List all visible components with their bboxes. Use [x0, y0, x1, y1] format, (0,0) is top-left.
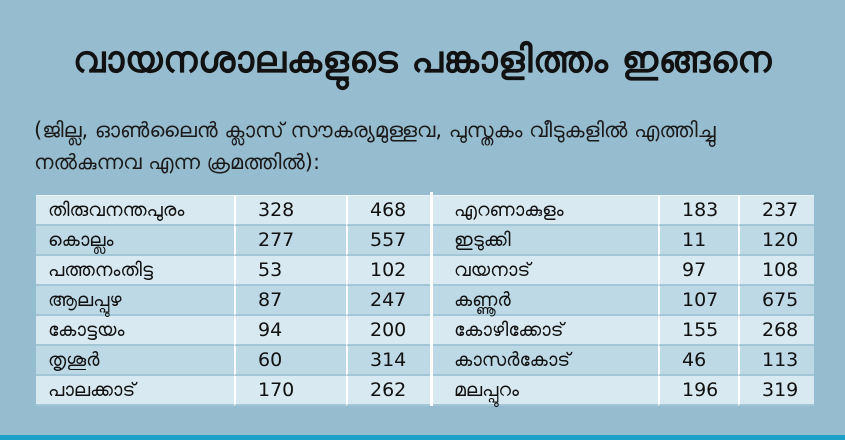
home-delivery-count: 113: [738, 346, 814, 376]
online-class-count: 11: [658, 226, 738, 256]
table-row: കൊല്ലം 277 557: [36, 226, 452, 256]
district-name: കോട്ടയം: [36, 316, 234, 346]
table-row: തിരുവനന്തപുരം 328 468: [36, 195, 452, 226]
table-row: കോഴിക്കോട് 155 268: [442, 316, 814, 346]
left-district-table: തിരുവനന്തപുരം 328 468 കൊല്ലം 277 557 പത്…: [36, 195, 452, 406]
table-description: (ജില്ല, ഓൺലൈൻ ക്ലാസ് സൗകര്യമുള്ളവ, പുസ്ത…: [34, 118, 716, 174]
home-delivery-count: 675: [738, 286, 814, 316]
table-row: എറണാകുളം 183 237: [442, 195, 814, 226]
right-district-table: എറണാകുളം 183 237 ഇടുക്കി 11 120 വയനാട് 9…: [442, 195, 814, 406]
home-delivery-count: 200: [346, 316, 452, 346]
table-row: പത്തനംതിട്ട 53 102: [36, 256, 452, 286]
online-class-count: 97: [658, 256, 738, 286]
home-delivery-count: 468: [346, 195, 452, 226]
online-class-count: 60: [234, 346, 346, 376]
table-row: കണ്ണൂർ 107 675: [442, 286, 814, 316]
home-delivery-count: 268: [738, 316, 814, 346]
table-row: കാസർകോട് 46 113: [442, 346, 814, 376]
online-class-count: 155: [658, 316, 738, 346]
page-title: വായനശാലകളുടെ പങ്കാളിത്തം ഇങ്ങനെ: [73, 38, 772, 81]
district-name: ആലപ്പുഴ: [36, 286, 234, 316]
table-row: മലപ്പുറം 196 319: [442, 376, 814, 406]
home-delivery-count: 319: [738, 376, 814, 406]
table-row: പാലക്കാട് 170 262: [36, 376, 452, 406]
online-class-count: 196: [658, 376, 738, 406]
home-delivery-count: 120: [738, 226, 814, 256]
home-delivery-count: 262: [346, 376, 452, 406]
online-class-count: 183: [658, 195, 738, 226]
home-delivery-count: 237: [738, 195, 814, 226]
district-name: കണ്ണൂർ: [442, 286, 658, 316]
district-name: കോഴിക്കോട്: [442, 316, 658, 346]
home-delivery-count: 557: [346, 226, 452, 256]
online-class-count: 170: [234, 376, 346, 406]
table-row: ആലപ്പുഴ 87 247: [36, 286, 452, 316]
online-class-count: 87: [234, 286, 346, 316]
table-row: കോട്ടയം 94 200: [36, 316, 452, 346]
district-name: കൊല്ലം: [36, 226, 234, 256]
online-class-count: 53: [234, 256, 346, 286]
district-name: ഇടുക്കി: [442, 226, 658, 256]
district-name: എറണാകുളം: [442, 195, 658, 226]
online-class-count: 46: [658, 346, 738, 376]
district-name: കാസർകോട്: [442, 346, 658, 376]
home-delivery-count: 108: [738, 256, 814, 286]
table-row: ഇടുക്കി 11 120: [442, 226, 814, 256]
home-delivery-count: 314: [346, 346, 452, 376]
district-name: തൃശൂർ: [36, 346, 234, 376]
district-name: വയനാട്: [442, 256, 658, 286]
table-row: തൃശൂർ 60 314: [36, 346, 452, 376]
online-class-count: 328: [234, 195, 346, 226]
home-delivery-count: 247: [346, 286, 452, 316]
online-class-count: 94: [234, 316, 346, 346]
table-divider: [430, 192, 433, 406]
table-row: വയനാട് 97 108: [442, 256, 814, 286]
bottom-accent-bar: [0, 435, 845, 440]
district-name: തിരുവനന്തപുരം: [36, 195, 234, 226]
district-name: പാലക്കാട്: [36, 376, 234, 406]
online-class-count: 277: [234, 226, 346, 256]
district-name: മലപ്പുറം: [442, 376, 658, 406]
district-name: പത്തനംതിട്ട: [36, 256, 234, 286]
online-class-count: 107: [658, 286, 738, 316]
home-delivery-count: 102: [346, 256, 452, 286]
